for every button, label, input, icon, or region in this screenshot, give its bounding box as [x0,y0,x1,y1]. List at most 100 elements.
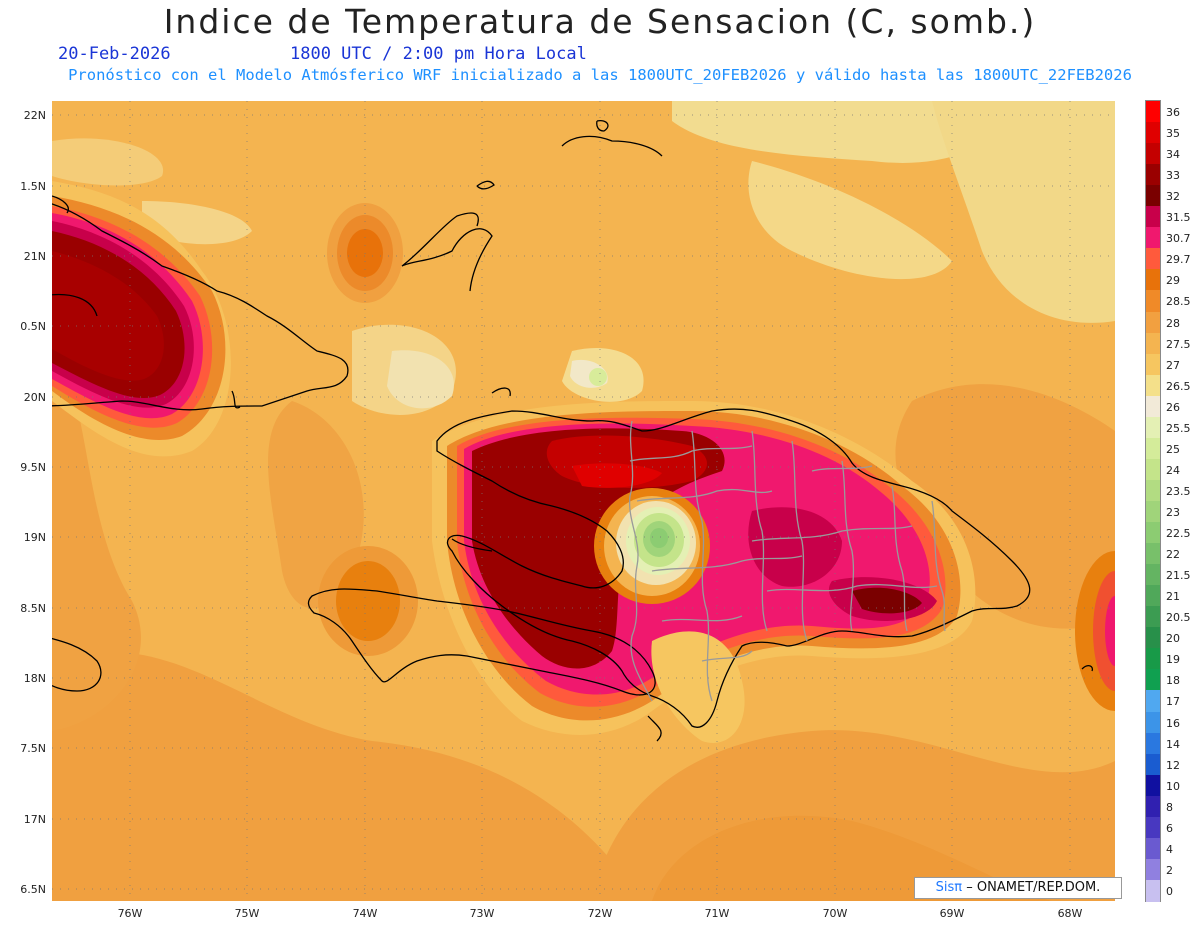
colorbar-swatch [1146,101,1160,123]
colorbar-label: 20.5 [1166,611,1191,625]
colorbar-label: 28.5 [1166,295,1191,309]
colorbar-label: 19 [1166,653,1180,667]
colorbar-label: 23 [1166,506,1180,519]
y-axis-label: 0.5N [20,320,46,333]
colorbar-label: 31.5 [1166,211,1191,225]
lat-lon-grid [52,101,1115,901]
x-axis-label: 71W [704,907,730,920]
colorbar-swatch [1146,711,1160,734]
colorbar-swatch [1146,332,1160,355]
y-axis-label: 21N [23,250,46,263]
colorbar-swatch [1146,522,1160,545]
colorbar-swatch [1146,395,1160,418]
colorbar-label: 26 [1166,400,1180,414]
heat-index-map [41,101,1155,901]
colorbar-swatch [1146,479,1160,502]
colorbar-label: 27.5 [1166,337,1191,351]
colorbar-swatch [1146,122,1160,145]
colorbar-label: 27 [1166,358,1180,372]
colorbar-swatch [1146,543,1160,566]
colorbar-label: 25.5 [1166,421,1191,435]
x-axis-label: 76W [117,907,143,920]
colorbar-label: 24 [1166,463,1180,477]
x-axis-label: 68W [1057,907,1083,920]
y-axis-label: 22N [23,109,46,122]
colorbar-label: 22 [1166,548,1180,562]
y-axis-label: 9.5N [20,461,46,474]
forecast-description: Pronóstico con el Modelo Atmósferico WRF… [68,66,1132,84]
colorbar-swatch [1146,690,1160,713]
x-axis-label: 72W [587,907,613,920]
colorbar-swatch [1146,837,1160,860]
colorbar-swatch [1146,227,1160,250]
colorbar-swatch [1146,501,1160,523]
colorbar-label: 10 [1166,779,1180,793]
credit-brand: Sisπ [935,880,963,895]
colorbar-swatch [1146,879,1160,902]
colorbar-label: 8 [1166,800,1173,814]
colorbar-label: 23.5 [1166,484,1191,498]
forecast-time: 1800 UTC / 2:00 pm Hora Local [290,44,587,64]
colorbar-swatch [1146,143,1160,166]
y-axis-label: 17N [23,813,46,826]
colorbar-label: 29.7 [1166,253,1191,267]
x-axis-label: 70W [822,907,848,920]
colorbar-swatch [1146,353,1160,376]
colorbar-swatch [1146,416,1160,439]
colorbar-swatch [1146,816,1160,839]
colorbar-swatch [1146,374,1160,397]
colorbar-label: 12 [1166,758,1180,772]
colorbar-legend [1145,100,1161,902]
credit-text: – ONAMET/REP.DOM. [966,880,1101,895]
colorbar-swatch [1146,458,1160,481]
y-axis-label: 20N [23,391,46,404]
colorbar-label: 28 [1166,316,1180,330]
y-axis-label: 6.5N [20,883,46,896]
colorbar-label: 2 [1166,863,1173,877]
colorbar-swatch [1146,564,1160,587]
colorbar-swatch [1146,311,1160,334]
colorbar-swatch [1146,164,1160,187]
admin-borders [628,420,946,702]
map-canvas [41,101,1155,901]
y-axis-label: 8.5N [20,602,46,615]
colorbar-swatch [1146,437,1160,460]
colorbar-swatch [1146,858,1160,881]
y-axis-label: 18N [23,672,46,685]
credit-box: Sisπ – ONAMET/REP.DOM. [914,877,1122,899]
colorbar-label: 21 [1166,590,1180,604]
colorbar-swatch [1146,248,1160,271]
colorbar-label: 26.5 [1166,379,1191,393]
colorbar-swatch [1146,627,1160,650]
y-axis-label: 19N [23,531,46,544]
colorbar-swatch [1146,290,1160,313]
colorbar-swatch [1146,795,1160,818]
colorbar-label: 29 [1166,274,1180,288]
colorbar-swatch [1146,753,1160,776]
colorbar-swatch [1146,206,1160,229]
colorbar-swatch [1146,648,1160,671]
x-axis-label: 75W [234,907,260,920]
map-title: Indice de Temperatura de Sensacion (C, s… [163,2,1037,41]
colorbar-label: 14 [1166,737,1180,751]
colorbar-label: 21.5 [1166,569,1191,583]
colorbar-swatch [1146,732,1160,755]
colorbar-swatch [1146,606,1160,629]
colorbar-label: 22.5 [1166,527,1191,541]
colorbar-label: 6 [1166,821,1173,835]
colorbar-label: 30.7 [1166,232,1191,246]
colorbar-label: 4 [1166,842,1173,856]
colorbar-swatch [1146,669,1160,692]
colorbar-swatch [1146,185,1160,208]
colorbar-label: 20 [1166,632,1180,646]
colorbar-label: 18 [1166,674,1180,688]
forecast-date: 20-Feb-2026 [58,44,171,64]
colorbar-label: 36 [1166,106,1180,119]
x-axis-label: 69W [939,907,965,920]
colorbar-swatch [1146,585,1160,608]
y-axis-label: 1.5N [20,180,46,193]
y-axis-label: 7.5N [20,742,46,755]
coastlines [41,120,1094,742]
x-axis-label: 74W [352,907,378,920]
colorbar-label: 33 [1166,169,1180,183]
